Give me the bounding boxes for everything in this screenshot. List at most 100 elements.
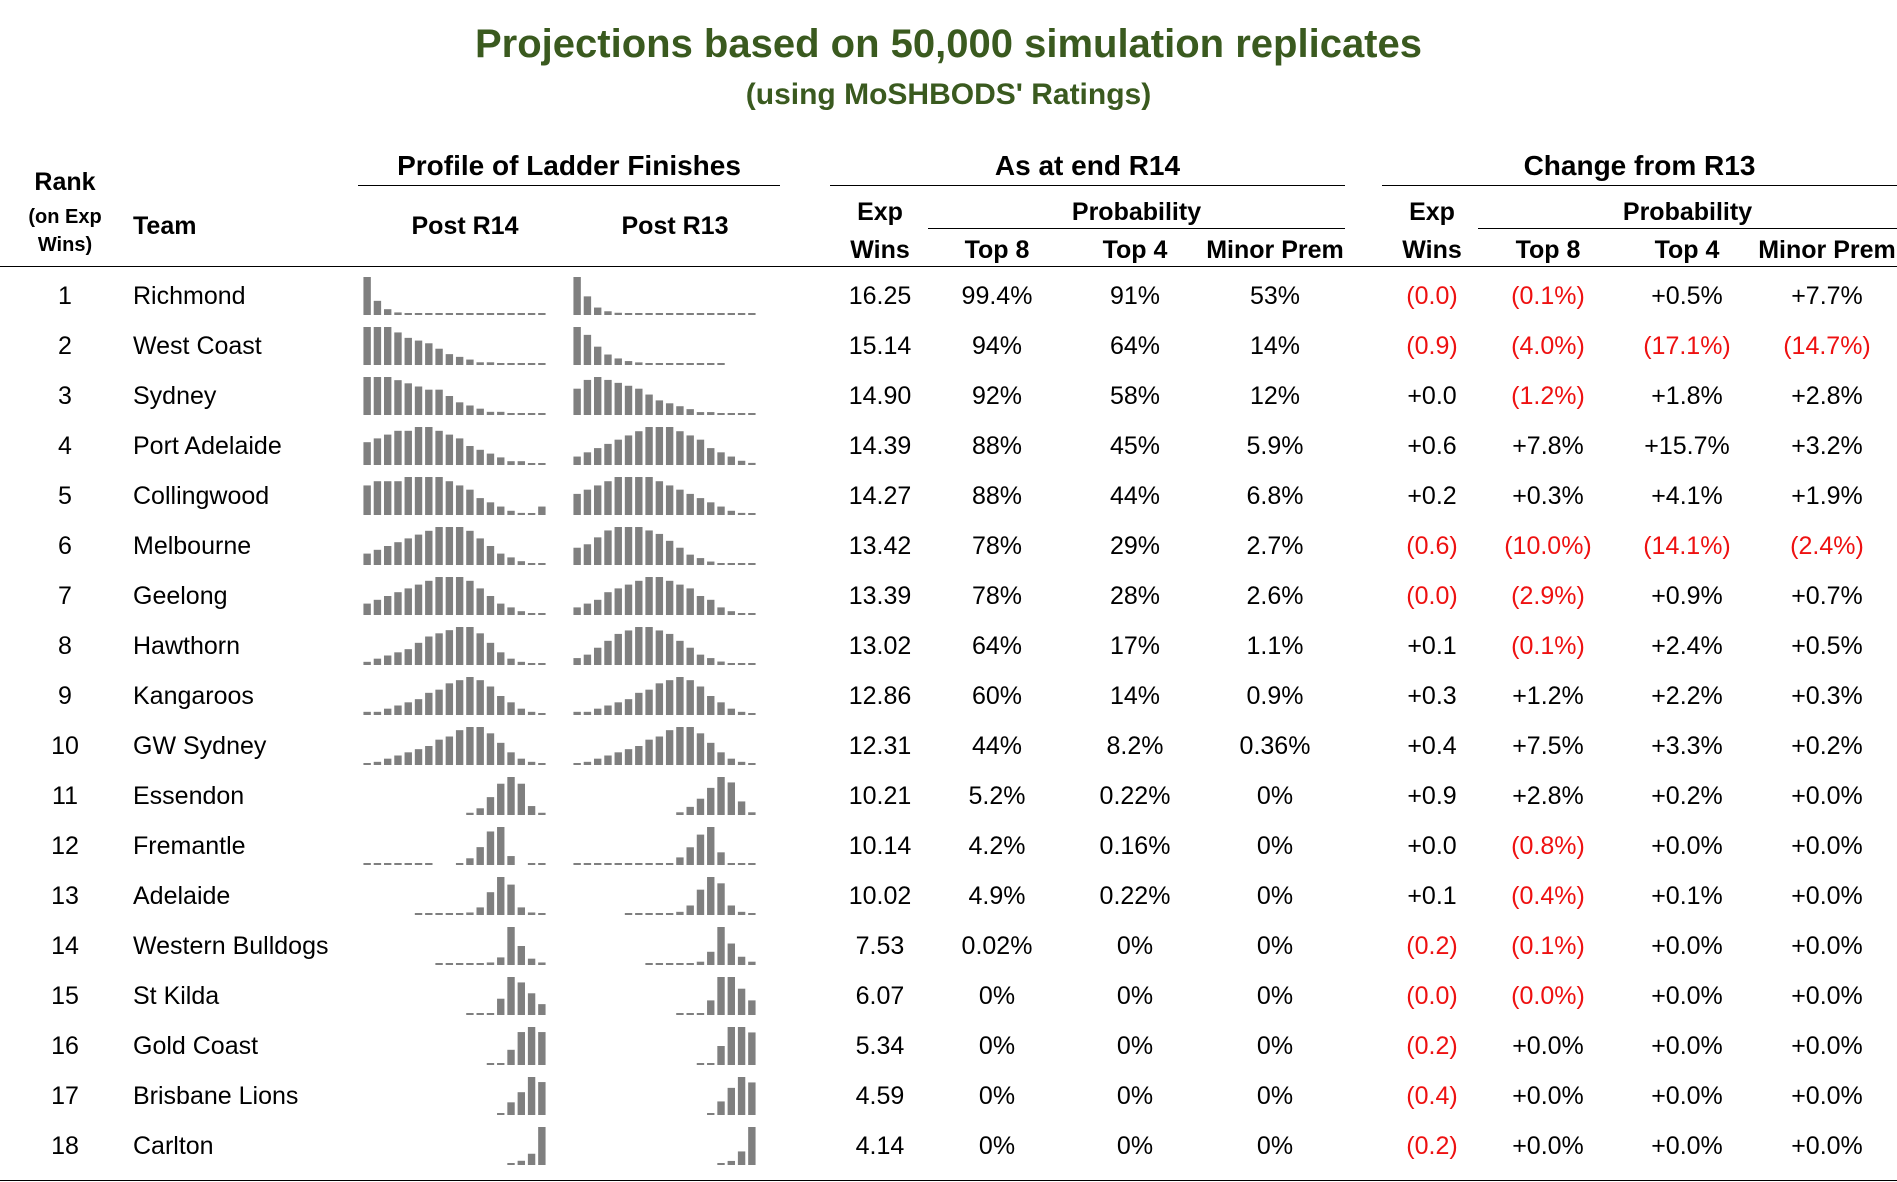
header-top8: Top 8 [964, 236, 1030, 264]
profile-bar [645, 689, 653, 715]
header-change-probability: Probability [1622, 198, 1753, 226]
minor-prem-cell: 53% [1249, 282, 1301, 310]
profile-sparkline [573, 677, 756, 715]
profile-bar [686, 963, 694, 965]
profile-bar [665, 913, 674, 915]
profile-bar [507, 856, 515, 865]
profile-bar [676, 857, 684, 865]
profile-sparkline [363, 727, 546, 765]
profile-bar [445, 630, 454, 665]
profile-bar [414, 642, 423, 665]
exp-wins-cell: 10.14 [848, 832, 912, 860]
profile-bar [455, 485, 464, 515]
header-change-minor-prem: Minor Prem [1758, 236, 1896, 264]
profile-bar [497, 696, 505, 715]
rank-cell: 4 [58, 432, 72, 460]
ladder-profile-post-r14 [362, 772, 547, 818]
top8-cell: 60% [971, 682, 1023, 710]
profile-bar [717, 1101, 725, 1115]
profile-bar [593, 758, 602, 765]
change-top8-cell: (4.0%) [1511, 332, 1585, 360]
change-top8-cell: (0.4%) [1511, 882, 1585, 910]
profile-bar [676, 677, 684, 715]
change-top8-cell: +0.0% [1512, 1082, 1584, 1110]
profile-bar [583, 379, 592, 415]
rank-cell: 6 [58, 532, 72, 560]
profile-bar [748, 863, 756, 865]
profile-bar [538, 663, 546, 665]
profile-bar [363, 327, 371, 365]
profile-bar [737, 563, 746, 565]
team-name: Adelaide [133, 882, 231, 910]
profile-bar [748, 313, 756, 315]
header-post-r14: Post R14 [411, 212, 519, 240]
profile-bar [435, 389, 443, 415]
profile-bar [676, 584, 684, 615]
profile-bar [696, 686, 705, 715]
profile-bar [414, 340, 423, 365]
change-top8-cell: (0.0%) [1511, 982, 1585, 1010]
profile-bar [497, 877, 505, 915]
profile-bar [655, 313, 664, 315]
top8-cell: 0.02% [961, 932, 1033, 960]
ladder-profile-post-r14 [362, 822, 547, 868]
profile-bar [665, 403, 674, 415]
profile-bar [527, 993, 536, 1015]
profile-bar [696, 596, 705, 615]
profile-bar [383, 327, 392, 365]
profile-bar [717, 661, 725, 665]
change-exp-wins-cell: +0.3 [1407, 682, 1457, 710]
change-top8-cell: +0.0% [1512, 1132, 1584, 1160]
change-minor-prem-cell: +0.0% [1791, 932, 1863, 960]
profile-bar [507, 607, 515, 615]
profile-bar [507, 927, 515, 965]
profile-bar [425, 389, 433, 415]
profile-bar [727, 510, 736, 515]
exp-wins-cell: 14.90 [848, 382, 912, 410]
profile-bar [425, 913, 433, 915]
profile-bar [727, 782, 736, 815]
profile-bar [476, 727, 484, 765]
profile-bar [517, 561, 526, 565]
profile-sparkline [676, 977, 756, 1015]
profile-sparkline [573, 727, 756, 765]
profile-bar [717, 413, 725, 415]
team-name: West Coast [133, 332, 262, 360]
profile-bar [604, 311, 612, 315]
top4-cell: 0.22% [1099, 882, 1171, 910]
profile-bar [538, 962, 546, 965]
profile-bar [645, 427, 653, 465]
profile-bar [466, 812, 474, 815]
profile-bar [394, 481, 402, 515]
top4-cell: 0% [1116, 932, 1154, 960]
profile-bar [604, 640, 612, 665]
profile-bar [373, 549, 382, 565]
profile-sparkline [573, 627, 756, 665]
profile-sparkline [573, 327, 725, 365]
profile-bar [717, 752, 725, 765]
profile-bar [404, 588, 412, 615]
profile-bar [604, 379, 612, 415]
top8-cell: 0% [978, 1082, 1016, 1110]
rank-cell: 18 [51, 1132, 79, 1160]
profile-bar [455, 313, 464, 315]
profile-bar [635, 863, 643, 865]
profile-bar [538, 563, 546, 565]
profile-bar [476, 538, 484, 565]
exp-wins-cell: 13.02 [848, 632, 912, 660]
profile-bar [635, 527, 643, 565]
profile-bar [383, 708, 392, 715]
rank-cell: 5 [58, 482, 72, 510]
profile-bar [676, 313, 684, 315]
profile-bar [676, 640, 684, 665]
profile-bar [717, 777, 725, 815]
profile-bar [748, 613, 756, 615]
ladder-profile-post-r13 [572, 1072, 757, 1118]
profile-bar [635, 388, 643, 415]
profile-bar [686, 435, 694, 465]
profile-bar [737, 413, 746, 415]
profile-bar [497, 957, 505, 965]
change-exp-wins-cell: (0.2) [1406, 1132, 1458, 1160]
exp-wins-cell: 10.21 [848, 782, 912, 810]
profile-bar [604, 354, 612, 365]
